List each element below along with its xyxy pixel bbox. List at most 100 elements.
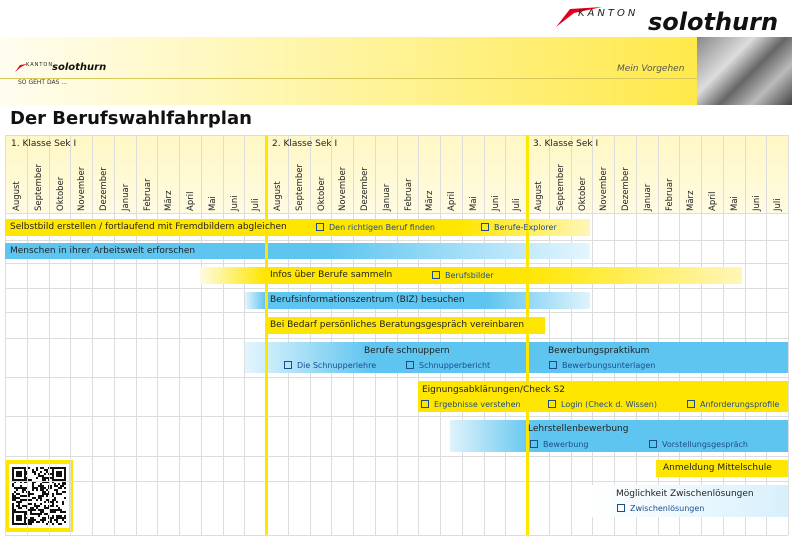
link-text[interactable]: Ergebnisse verstehen [434,400,521,409]
link-text[interactable]: Vorstellungsgespräch [662,440,748,449]
qr-module [34,487,36,489]
month-cell: September [27,155,49,211]
qr-module [42,467,44,469]
month-label: August [273,181,283,211]
link-text[interactable]: Berufe-Explorer [494,223,557,232]
qr-module [34,519,36,521]
link[interactable]: Berufe-Explorer [481,222,557,233]
qr-module [36,489,38,491]
qr-module [60,467,62,469]
qr-module [50,517,52,519]
grid-line-v [244,135,246,535]
grid-line-v [48,135,50,535]
link[interactable]: Den richtigen Beruf finden [316,222,435,233]
month-label: Dezember [360,167,370,211]
link-text[interactable]: Bewerbungsunterlagen [562,361,656,370]
qr-module [60,509,62,511]
qr-module [18,515,20,517]
qr-module [14,509,16,511]
qr-module [42,509,44,511]
qr-module [54,509,56,511]
link[interactable]: Vorstellungsgespräch [649,439,748,450]
qr-module [62,485,64,487]
grid-line-h [5,240,788,241]
qr-module [18,473,20,475]
qr-module [24,479,26,481]
small-logo-kanton: KANTON [26,62,54,68]
qr-module [44,507,46,509]
link-text[interactable]: Zwischenlösungen [630,504,705,513]
link-text[interactable]: Den richtigen Beruf finden [329,223,435,232]
link-text[interactable]: Anforderungsprofile [700,400,780,409]
qr-module [12,485,14,487]
month-label: Januar [120,183,131,211]
qr-module [50,509,52,511]
link[interactable]: Ergebnisse verstehen [421,399,521,410]
grid-line-v [353,135,354,535]
grid-line-v [635,135,637,535]
grid-line-h [5,416,788,417]
grid-line-v [592,135,594,535]
grid-line-v [5,135,6,535]
qr-module [20,473,22,475]
nav-link[interactable]: Mein Vorgehen [617,64,685,74]
band-line [0,78,697,79]
bar [526,342,788,373]
link[interactable]: Schnupperbericht [406,360,490,371]
qr-module [60,511,62,513]
link[interactable]: Die Schnupperlehre [284,360,376,371]
qr-module [62,517,64,519]
month-label: September [33,164,44,211]
grid-line-v [722,135,724,535]
bar [245,292,590,309]
qr-module [52,495,54,497]
logo-kanton: KANTON [578,8,639,19]
qr-module [14,499,16,501]
grid-line-v [200,135,202,535]
qr-module [52,511,54,513]
link[interactable]: Bewerbung [530,439,588,450]
qr-module [28,493,30,495]
qr-module [20,475,22,477]
qr-module [20,511,22,513]
qr-module [24,471,26,473]
qr-module [18,511,20,513]
qr-module [44,505,46,507]
qr-module [12,467,14,469]
qr-module [46,477,48,479]
link-text[interactable]: Berufsbilder [445,271,494,280]
qr-module [52,509,54,511]
month-label: Mai [207,196,218,211]
qr-module [64,515,66,517]
qr-module [16,479,18,481]
link-text[interactable]: Schnupperbericht [419,361,491,370]
link-text[interactable]: Die Schnupperlehre [297,361,377,370]
link[interactable]: Zwischenlösungen [617,503,704,514]
qr-module [24,515,26,517]
qr-module [62,483,64,485]
qr-module [54,499,56,501]
link-text[interactable]: Login (Check d. Wissen) [561,400,657,409]
link-text[interactable]: Bewerbung [543,440,589,449]
bar-label: Infos über Berufe sammeln [270,270,393,280]
link[interactable]: Bewerbungsunterlagen [549,360,655,371]
month-cell: Januar [636,155,658,211]
grid-line-h [5,456,788,457]
link-icon [481,223,489,231]
qr-module [12,497,14,499]
link-icon [549,361,557,369]
qr-module [24,511,26,513]
qr-module [60,523,62,525]
qr-module [42,477,44,479]
grid-line-v [701,135,702,535]
grid-line-v [788,135,789,535]
link[interactable]: Login (Check d. Wissen) [548,399,657,410]
link[interactable]: Anforderungsprofile [687,399,779,410]
qr-module [40,503,42,505]
grid-line-h [5,263,788,264]
qr-module [56,517,58,519]
month-label: Februar [403,178,414,211]
qr-module [12,511,14,513]
link[interactable]: Berufsbilder [432,270,494,281]
grid-line-v [135,135,137,535]
